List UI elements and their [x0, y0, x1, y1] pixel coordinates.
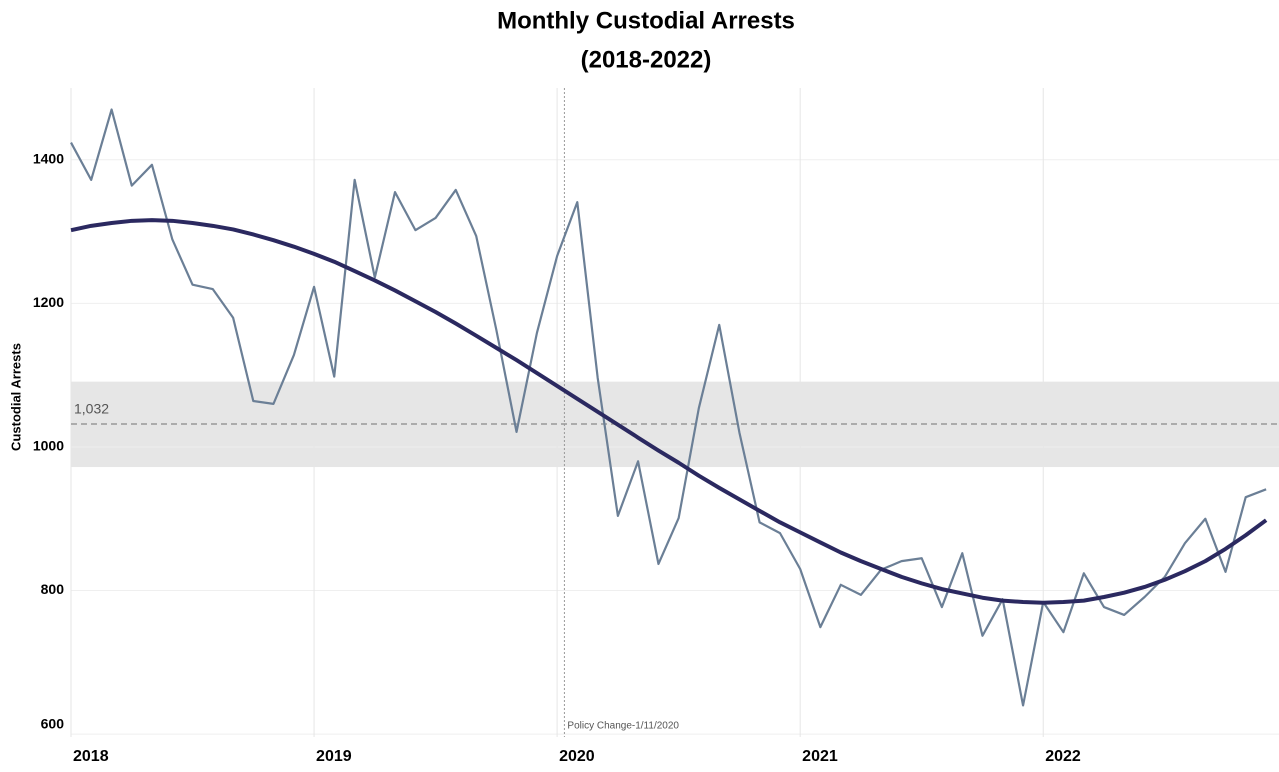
chart-title: Monthly Custodial Arrests: [497, 7, 795, 34]
data-line: [70, 108, 1267, 707]
y-tick-label: 1200: [33, 294, 64, 310]
y-tick-label: 600: [41, 716, 65, 732]
chart-subtitle: (2018-2022): [581, 46, 712, 73]
x-tick-label: 2018: [73, 748, 109, 765]
data-line: [70, 218, 1268, 605]
y-tick-label: 1000: [33, 438, 64, 454]
x-tick-label: 2021: [802, 748, 838, 765]
x-tick-label: 2022: [1045, 748, 1081, 765]
x-tick-label: 2019: [316, 748, 352, 765]
y-tick-label: 800: [41, 581, 65, 597]
annotation-label: Policy Change-1/11/2020: [567, 721, 679, 732]
x-tick-label: 2020: [559, 748, 595, 765]
y-tick-label: 1400: [33, 150, 64, 166]
reference-line-label: 1,032: [74, 401, 109, 417]
y-axis-label: Custodial Arrests: [8, 343, 23, 451]
